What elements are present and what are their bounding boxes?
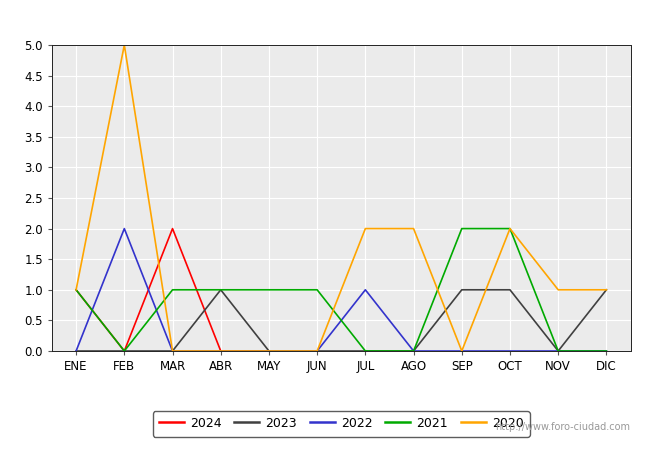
2024: [120, 348, 128, 354]
2020: [361, 226, 369, 231]
2023: [458, 287, 465, 292]
2022: [168, 348, 176, 354]
2020: [506, 226, 514, 231]
2022: [217, 348, 225, 354]
2020: [72, 287, 80, 292]
2021: [120, 348, 128, 354]
2024: [72, 287, 80, 292]
2021: [72, 287, 80, 292]
2021: [603, 348, 610, 354]
2022: [458, 348, 465, 354]
2024: [217, 348, 225, 354]
2021: [313, 287, 321, 292]
Line: 2021: 2021: [76, 229, 606, 351]
Line: 2024: 2024: [76, 229, 269, 351]
2022: [265, 348, 273, 354]
2023: [72, 348, 80, 354]
Line: 2022: 2022: [76, 229, 606, 351]
2022: [410, 348, 417, 354]
2024: [168, 226, 176, 231]
Legend: 2024, 2023, 2022, 2021, 2020: 2024, 2023, 2022, 2021, 2020: [153, 411, 530, 436]
2021: [217, 287, 225, 292]
2020: [313, 348, 321, 354]
2020: [410, 226, 417, 231]
2024: [265, 348, 273, 354]
2020: [554, 287, 562, 292]
2020: [217, 348, 225, 354]
2021: [506, 226, 514, 231]
Line: 2020: 2020: [76, 45, 606, 351]
2022: [120, 226, 128, 231]
2020: [120, 42, 128, 48]
2020: [603, 287, 610, 292]
2023: [410, 348, 417, 354]
2022: [603, 348, 610, 354]
2022: [313, 348, 321, 354]
2023: [120, 348, 128, 354]
Text: Matriculaciones de Vehiculos en Guijo de Granadilla: Matriculaciones de Vehiculos en Guijo de…: [116, 13, 534, 28]
2023: [603, 287, 610, 292]
Line: 2023: 2023: [76, 290, 606, 351]
2021: [361, 348, 369, 354]
2022: [361, 287, 369, 292]
2021: [265, 287, 273, 292]
2023: [265, 348, 273, 354]
2023: [313, 348, 321, 354]
2020: [458, 348, 465, 354]
2023: [506, 287, 514, 292]
2021: [168, 287, 176, 292]
2021: [410, 348, 417, 354]
2023: [554, 348, 562, 354]
2021: [458, 226, 465, 231]
Text: http://www.foro-ciudad.com: http://www.foro-ciudad.com: [495, 422, 630, 432]
2022: [506, 348, 514, 354]
2023: [361, 348, 369, 354]
2023: [217, 287, 225, 292]
2021: [554, 348, 562, 354]
2022: [72, 348, 80, 354]
2022: [554, 348, 562, 354]
2023: [168, 348, 176, 354]
2020: [265, 348, 273, 354]
2020: [168, 348, 176, 354]
